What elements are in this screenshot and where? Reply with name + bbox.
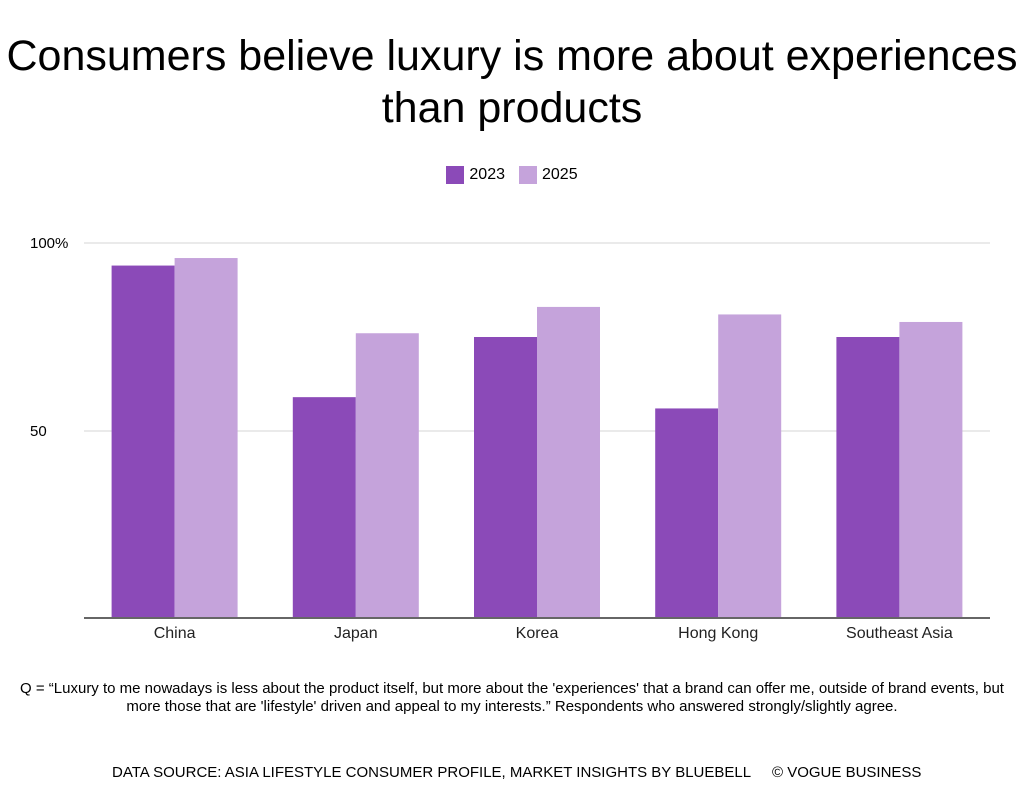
legend-label: 2023 — [469, 166, 505, 183]
y-tick-label: 50 — [30, 423, 47, 440]
chart-title: Consumers believe luxury is more about e… — [6, 32, 1018, 132]
bar-2023-southeast-asia — [836, 337, 900, 617]
bar-2023-hong-kong — [655, 408, 719, 617]
legend: 2023 2025 — [0, 166, 1024, 184]
bar-2025-southeast-asia — [899, 321, 963, 617]
legend-swatch — [446, 166, 465, 184]
bar-2025-china — [174, 258, 238, 617]
legend-item-2025: 2025 — [519, 166, 578, 184]
bar-chart: 100% 50 China Japan Korea Hong Kong Southeast … — [30, 235, 990, 642]
bar-2023-china — [111, 265, 175, 617]
x-tick-label: Korea — [516, 625, 559, 642]
bar-2023-korea — [474, 337, 537, 617]
x-tick-label: Japan — [334, 625, 378, 642]
x-tick-label: China — [154, 625, 196, 642]
bar-2025-japan — [355, 333, 419, 617]
bar-2025-korea — [537, 306, 600, 617]
legend-item-2023: 2023 — [446, 166, 505, 184]
data-source: DATA SOURCE: ASIA LIFESTYLE CONSUMER PRO… — [112, 764, 752, 781]
bar-2023-japan — [292, 397, 356, 617]
legend-swatch — [519, 166, 537, 184]
y-tick-label: 100% — [30, 235, 68, 252]
footnote: Q = “Luxury to me nowadays is less about… — [20, 680, 1004, 715]
bar-2025-hong-kong — [718, 314, 782, 617]
x-tick-label: Hong Kong — [678, 625, 758, 642]
legend-label: 2025 — [542, 166, 578, 183]
copyright: © VOGUE BUSINESS — [772, 764, 922, 781]
x-tick-label: Southeast Asia — [846, 625, 953, 642]
